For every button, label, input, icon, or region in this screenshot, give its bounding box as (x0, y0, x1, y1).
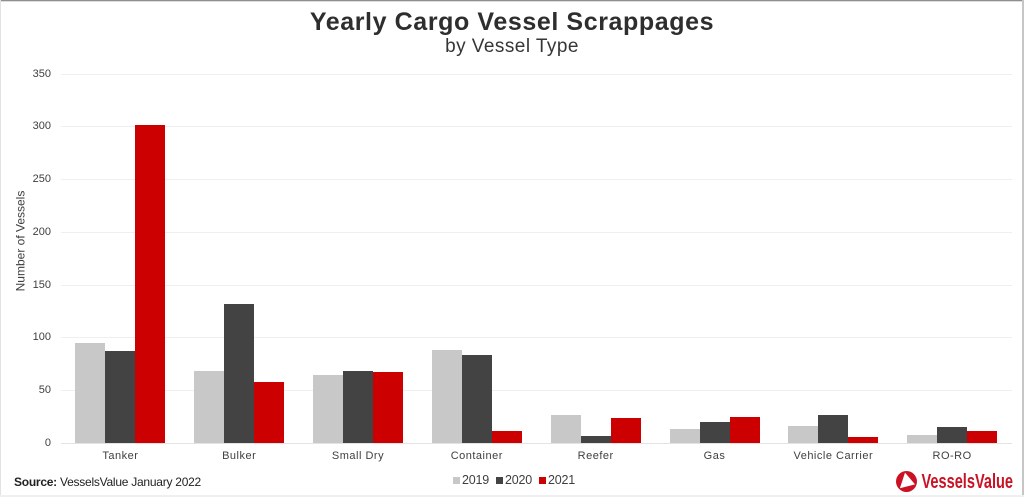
svg-text:VesselsValue: VesselsValue (922, 471, 1014, 493)
